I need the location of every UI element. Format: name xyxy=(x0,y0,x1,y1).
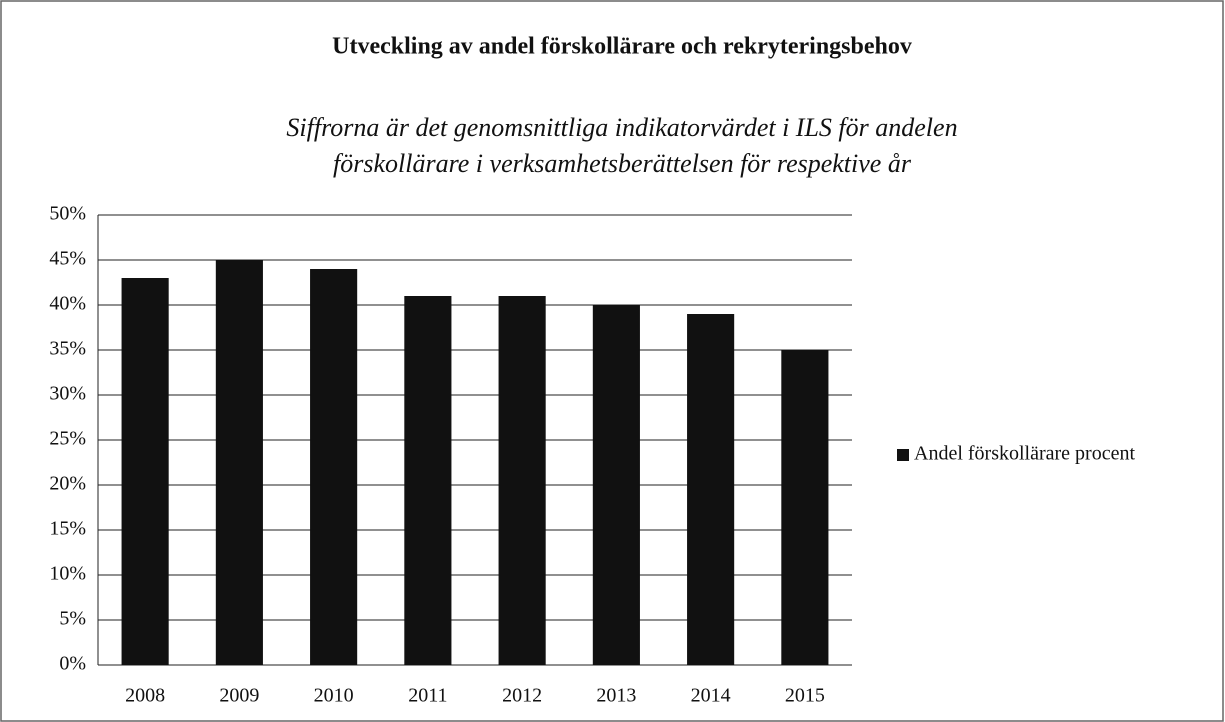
y-tick-label: 45% xyxy=(49,248,86,270)
y-tick-label: 20% xyxy=(49,473,86,495)
y-tick-label: 50% xyxy=(49,203,86,225)
legend-swatch xyxy=(897,449,909,461)
y-tick-label: 35% xyxy=(49,338,86,360)
x-tick-label: 2013 xyxy=(596,685,636,707)
y-tick-label: 10% xyxy=(49,563,86,585)
bar xyxy=(215,260,263,665)
x-tick-label: 2010 xyxy=(314,685,354,707)
legend-label: Andel förskollärare procent xyxy=(914,443,1135,465)
x-tick-label: 2015 xyxy=(785,685,825,707)
bar xyxy=(781,350,829,665)
bar xyxy=(404,296,452,665)
y-tick-label: 5% xyxy=(59,608,86,630)
x-tick-label: 2008 xyxy=(125,685,165,707)
x-tick-label: 2012 xyxy=(502,685,542,707)
x-tick-label: 2009 xyxy=(219,685,259,707)
chart-title: Utveckling av andel förskollärare och re… xyxy=(332,34,912,60)
bar xyxy=(310,269,358,665)
bar xyxy=(498,296,546,665)
bar xyxy=(687,314,735,665)
x-tick-label: 2011 xyxy=(408,685,447,707)
chart-subtitle: förskollärare i verksamhetsberättelsen f… xyxy=(333,149,912,178)
y-tick-label: 25% xyxy=(49,428,86,450)
chart-subtitle: Siffrorna är det genomsnittliga indikato… xyxy=(286,113,957,142)
bar xyxy=(592,305,640,665)
bar xyxy=(121,278,169,665)
y-tick-label: 40% xyxy=(49,293,86,315)
x-tick-label: 2014 xyxy=(691,685,731,707)
y-tick-label: 0% xyxy=(59,653,86,675)
y-tick-label: 30% xyxy=(49,383,86,405)
y-tick-label: 15% xyxy=(49,518,86,540)
